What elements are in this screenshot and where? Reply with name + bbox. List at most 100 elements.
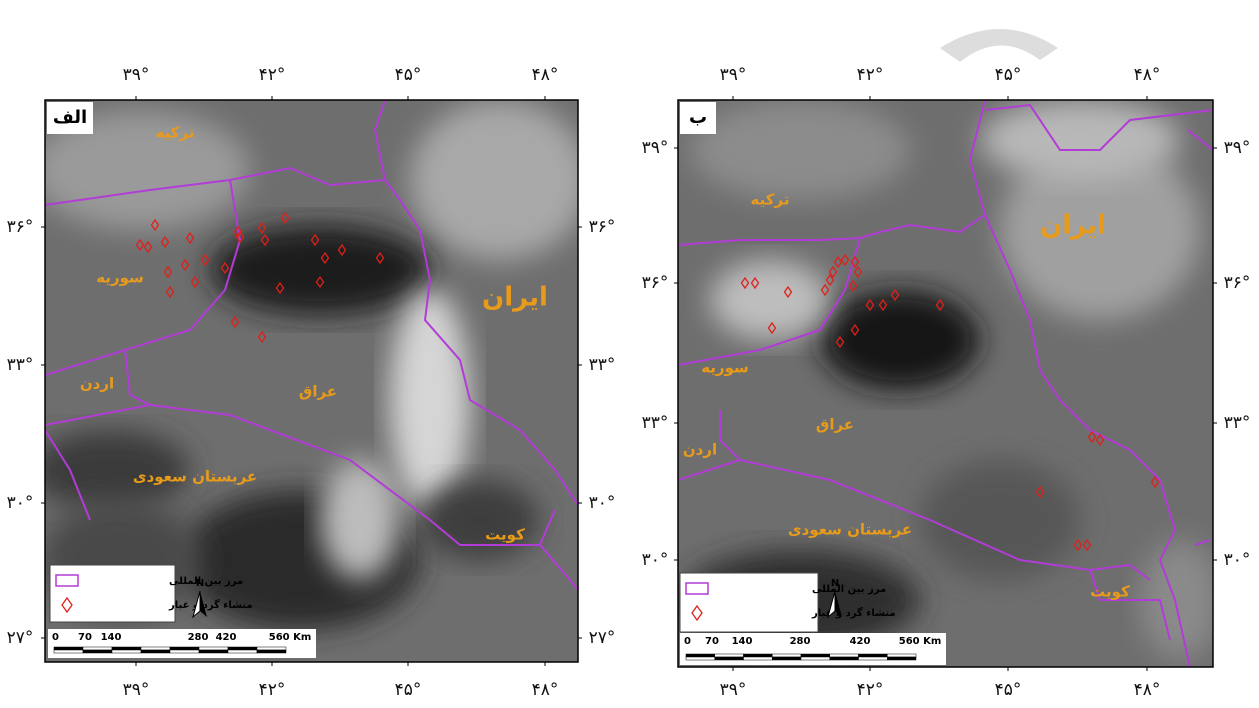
lon-tick-label: ۴۵° xyxy=(395,65,422,85)
place-name: سوریه xyxy=(96,269,144,287)
place-name: کویت xyxy=(485,526,525,544)
figure: ۳۹° ۳۹° ۴۲° ۴۲° ۴۵° ۴۵° ۴۸° ۴۸° ۳۶° ۳۶° ۳۳° ۳۳° ۳۰° ۳… xyxy=(0,0,1259,708)
scale-segment xyxy=(801,654,830,657)
legend-label: مرز بین المللی xyxy=(812,584,886,595)
scale-segment xyxy=(686,657,715,660)
image-patch xyxy=(390,290,470,510)
scale-segment xyxy=(257,647,286,650)
lon-tick-label: ۴۵° xyxy=(395,680,422,700)
scale-segment xyxy=(257,650,286,653)
lon-tick-label: ۴۲° xyxy=(857,680,884,700)
lat-tick-label: ۳۳° xyxy=(7,355,34,375)
scale-label: 0 xyxy=(52,632,59,643)
scale-segment xyxy=(112,647,141,650)
scale-label: 140 xyxy=(101,632,122,643)
scale-label: 280 xyxy=(790,636,811,647)
lon-tick-label: ۴۲° xyxy=(259,680,286,700)
image-patch xyxy=(690,100,910,200)
scale-segment xyxy=(801,657,830,660)
scale-label: 70 xyxy=(78,632,92,643)
place-name: ترکیه xyxy=(156,124,195,142)
lat-tick-label: ۳۹° xyxy=(1224,138,1251,158)
scale-label: 420 xyxy=(850,636,871,647)
scale-segment xyxy=(54,650,83,653)
scale-segment xyxy=(199,650,228,653)
lat-tick-label: ۳۹° xyxy=(642,138,669,158)
scale-segment xyxy=(112,650,141,653)
legend-label: مرز بین المللی xyxy=(169,576,243,587)
scale-segment xyxy=(228,647,257,650)
scale-segment xyxy=(859,654,888,657)
scale-segment xyxy=(772,657,801,660)
lat-tick-label: ۳۰° xyxy=(589,493,616,513)
north-label: N xyxy=(831,578,839,589)
scale-label: 560 Km xyxy=(269,632,312,643)
lon-tick-label: ۳۹° xyxy=(123,65,150,85)
lon-tick-label: ۴۵° xyxy=(995,65,1022,85)
image-patch xyxy=(320,460,400,580)
lon-tick-label: ۴۸° xyxy=(1134,680,1161,700)
place-name: عربستان سعودی xyxy=(133,468,257,486)
place-name: عراق xyxy=(299,383,337,401)
scale-segment xyxy=(141,647,170,650)
lat-tick-label: ۳۶° xyxy=(1224,273,1251,293)
lon-tick-label: ۴۵° xyxy=(995,680,1022,700)
lon-tick-label: ۴۸° xyxy=(532,680,559,700)
place-name: اردن xyxy=(80,375,114,393)
scale-segment xyxy=(715,654,744,657)
place-name: عراق xyxy=(816,416,854,434)
scale-segment xyxy=(54,647,83,650)
scale-segment xyxy=(772,654,801,657)
scale-segment xyxy=(887,654,916,657)
image-patch xyxy=(410,100,590,260)
lon-tick-label: ۳۹° xyxy=(720,65,747,85)
lon-tick-label: ۳۹° xyxy=(720,680,747,700)
lon-tick-label: ۴۸° xyxy=(532,65,559,85)
map-panel: ۳۹°۳۹°۴۲°۴۲°۴۵°۴۵°۴۸°۴۸°۳۶°۳۶°۳۳°۳۳°۳۰°۳… xyxy=(7,65,616,700)
scale-segment xyxy=(744,654,773,657)
scale-segment xyxy=(830,654,859,657)
place-name: عربستان سعودی xyxy=(788,521,912,539)
scale-segment xyxy=(686,654,715,657)
scale-segment xyxy=(170,647,199,650)
lat-tick-label: ۲۷° xyxy=(589,628,616,648)
scale-segment xyxy=(199,647,228,650)
panel-label: ب xyxy=(689,107,707,128)
image-patch xyxy=(420,480,540,560)
decoration xyxy=(940,29,1058,62)
lat-tick-label: ۳۶° xyxy=(589,217,616,237)
lat-tick-label: ۳۶° xyxy=(7,217,34,237)
image-patch xyxy=(710,260,830,340)
lon-tick-label: ۴۸° xyxy=(1134,65,1161,85)
lon-tick-label: ۴۲° xyxy=(857,65,884,85)
legend-box xyxy=(680,573,818,632)
scale-segment xyxy=(228,650,257,653)
legend-label: منشاء گرد و غبار xyxy=(811,606,896,619)
scale-label: 0 xyxy=(684,636,691,647)
legend-label: منشاء گرد و غبار xyxy=(168,598,253,611)
place-name: کویت xyxy=(1090,583,1130,601)
place-name: ایران xyxy=(1040,211,1106,241)
scale-segment xyxy=(715,657,744,660)
place-name: سوریه xyxy=(701,359,749,377)
scale-label: 140 xyxy=(732,636,753,647)
place-name: اردن xyxy=(683,441,717,459)
image-patch xyxy=(820,290,980,390)
image-patch xyxy=(980,100,1180,180)
scale-label: 70 xyxy=(705,636,719,647)
north-label: N xyxy=(196,578,204,589)
place-name: ایران xyxy=(482,283,548,313)
scale-label: 560 Km xyxy=(899,636,942,647)
scale-segment xyxy=(859,657,888,660)
panel-label: الف xyxy=(53,107,87,128)
scale-label: 280 xyxy=(188,632,209,643)
lat-tick-label: ۳۰° xyxy=(1224,550,1251,570)
lon-tick-label: ۴۲° xyxy=(259,65,286,85)
scale-segment xyxy=(170,650,199,653)
place-name: ترکیه xyxy=(751,191,790,209)
scale-segment xyxy=(83,650,112,653)
image-patch xyxy=(920,460,1080,580)
lat-tick-label: ۳۶° xyxy=(642,273,669,293)
lat-tick-label: ۳۳° xyxy=(589,355,616,375)
scale-segment xyxy=(830,657,859,660)
